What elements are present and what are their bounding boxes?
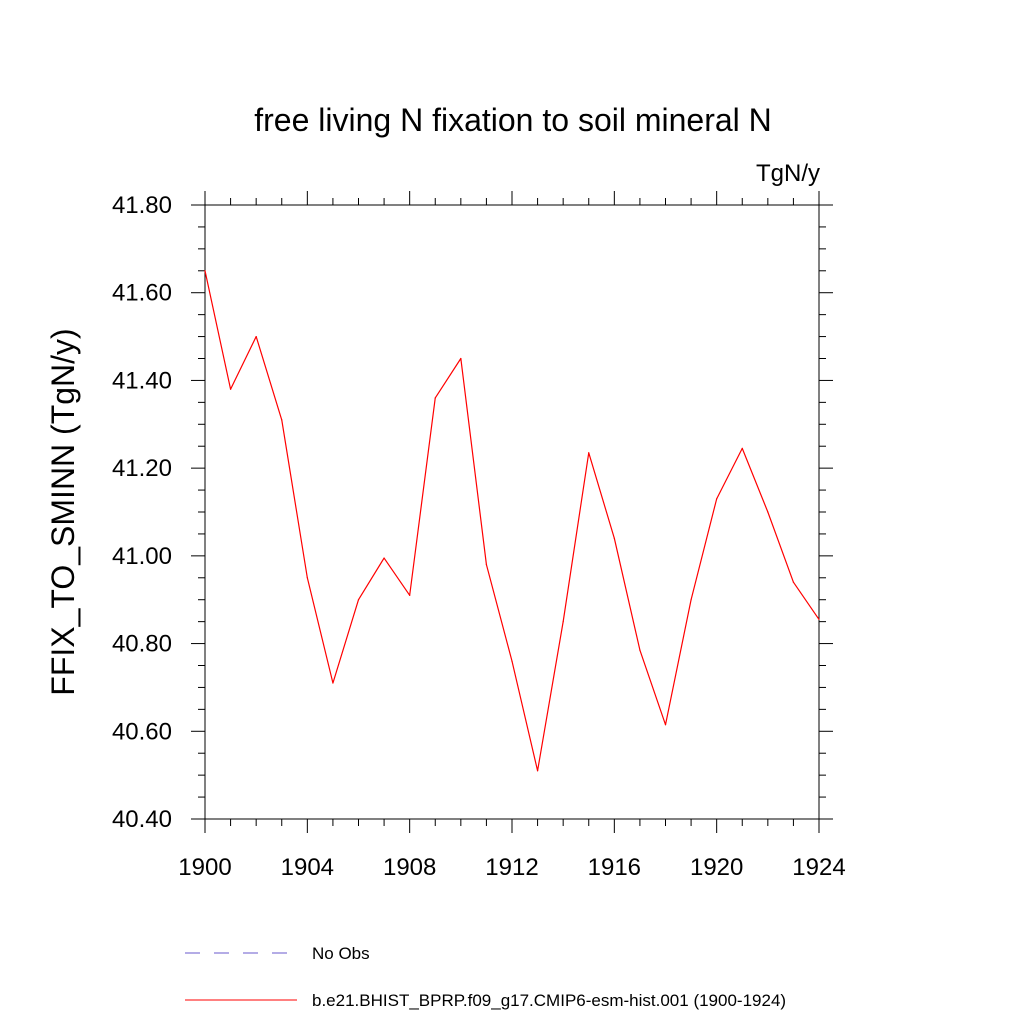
x-tick-label: 1908 — [383, 854, 436, 881]
data-point — [664, 724, 667, 726]
legend-label: b.e21.BHIST_BPRP.f09_g17.CMIP6-esm-hist.… — [312, 991, 786, 1010]
y-tick-label: 41.40 — [112, 367, 172, 394]
data-point — [485, 564, 488, 566]
data-point — [383, 557, 385, 559]
data-point — [332, 682, 334, 684]
x-tick-label: 1916 — [588, 854, 641, 881]
x-tick-label: 1924 — [792, 854, 845, 881]
chart-title: free living N fixation to soil mineral N — [254, 102, 772, 138]
units-label: TgN/y — [756, 160, 820, 187]
data-point — [434, 397, 436, 399]
axis-ticks — [191, 191, 833, 833]
data-point — [281, 419, 283, 421]
data-point — [690, 599, 692, 601]
data-point — [588, 452, 590, 454]
x-tick-label: 1900 — [178, 854, 231, 881]
data-point — [818, 618, 820, 621]
y-tick-label: 41.60 — [112, 280, 172, 307]
data-point — [792, 581, 795, 583]
data-point — [204, 270, 206, 272]
data-point — [767, 511, 769, 513]
data-point — [536, 770, 539, 772]
data-point — [357, 599, 360, 601]
y-tick-label: 40.80 — [112, 631, 172, 658]
y-tick-label: 40.40 — [112, 806, 172, 833]
data-point — [562, 621, 564, 623]
legend-label: No Obs — [312, 944, 370, 963]
y-tick-labels: 40.40 40.60 40.80 41.00 41.20 41.40 41.60 41.80 — [112, 192, 172, 833]
data-point — [229, 388, 232, 390]
series-line — [204, 270, 820, 772]
x-tick-label: 1912 — [485, 854, 538, 881]
x-tick-labels: 1900 1904 1908 1912 1916 1920 1924 — [178, 854, 845, 881]
data-point — [460, 357, 462, 360]
data-point — [511, 660, 513, 662]
y-tick-label: 41.00 — [112, 543, 172, 570]
data-point — [409, 594, 411, 596]
data-point — [255, 335, 257, 338]
x-tick-label: 1920 — [690, 854, 743, 881]
data-point — [741, 447, 743, 450]
data-point — [639, 649, 641, 651]
y-tick-label: 40.60 — [112, 718, 172, 745]
data-point — [306, 577, 308, 579]
data-point — [613, 537, 615, 539]
legend: No Obs b.e21.BHIST_BPRP.f09_g17.CMIP6-esm… — [185, 944, 786, 1010]
data-point — [716, 498, 718, 500]
y-tick-label: 41.80 — [112, 192, 172, 219]
x-tick-label: 1904 — [281, 854, 334, 881]
y-tick-label: 41.20 — [112, 455, 172, 482]
y-axis-label: FFIX_TO_SMINN (TgN/y) — [45, 328, 81, 695]
series-layer — [204, 270, 820, 772]
